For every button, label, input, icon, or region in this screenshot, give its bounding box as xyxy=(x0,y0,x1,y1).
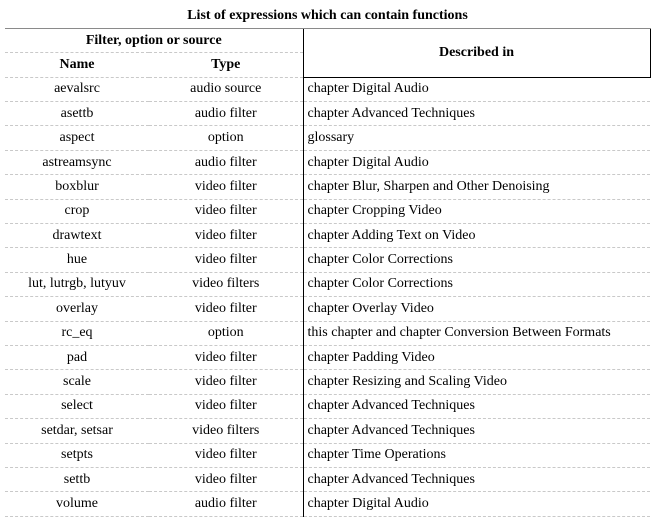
desc-cell: chapter Color Corrections xyxy=(302,247,651,273)
type-cell: video filter xyxy=(149,174,303,200)
desc-cell: chapter Advanced Techniques xyxy=(302,467,651,493)
group-header: Filter, option or source xyxy=(5,28,303,54)
type-cell: video filter xyxy=(149,443,303,468)
desc-cell: chapter Padding Video xyxy=(302,345,651,371)
desc-cell: chapter Overlay Video xyxy=(302,296,651,322)
desc-cell: chapter Cropping Video xyxy=(302,199,651,225)
name-cell: lut, lutrgb, lutyuv xyxy=(5,272,149,298)
desc-cell: chapter Digital Audio xyxy=(302,150,651,176)
table-title-row: List of expressions which can contain fu… xyxy=(5,4,651,29)
type-cell: video filter xyxy=(149,296,303,322)
name-cell: setdar, setsar xyxy=(5,418,149,444)
desc-cell: chapter Blur, Sharpen and Other Denoisin… xyxy=(302,174,651,200)
table-row: settb video filter chapter Advanced Tech… xyxy=(5,467,651,493)
name-cell: asettb xyxy=(5,101,149,127)
name-cell: setpts xyxy=(5,443,149,468)
table-row: overlay video filter chapter Overlay Vid… xyxy=(5,296,651,322)
desc-cell: this chapter and chapter Conversion Betw… xyxy=(302,321,651,346)
desc-cell: chapter Time Operations xyxy=(302,443,651,468)
type-cell: video filter xyxy=(149,394,303,420)
type-cell: video filter xyxy=(149,199,303,225)
name-cell: hue xyxy=(5,247,149,273)
name-header: Name xyxy=(5,52,149,78)
table-row: astreamsync audio filter chapter Digital… xyxy=(5,150,651,176)
table-row: hue video filter chapter Color Correctio… xyxy=(5,247,651,273)
name-cell: volume xyxy=(5,491,149,517)
desc-cell: chapter Advanced Techniques xyxy=(302,418,651,444)
type-cell: option xyxy=(149,125,303,151)
type-header: Type xyxy=(149,52,303,78)
table-row: aspect option glossary xyxy=(5,125,651,151)
name-cell: crop xyxy=(5,199,149,225)
name-cell: scale xyxy=(5,369,149,395)
table-row: boxblur video filter chapter Blur, Sharp… xyxy=(5,174,651,200)
desc-cell: chapter Adding Text on Video xyxy=(302,223,651,249)
type-cell: audio filter xyxy=(149,150,303,176)
desc-cell: chapter Resizing and Scaling Video xyxy=(302,369,651,395)
name-cell: settb xyxy=(5,467,149,493)
column-header-row: Name Type xyxy=(5,52,650,78)
table-row: drawtext video filter chapter Adding Tex… xyxy=(5,223,651,249)
table-row: setpts video filter chapter Time Operati… xyxy=(5,443,651,468)
table-row: aevalsrc audio source chapter Digital Au… xyxy=(5,77,651,103)
table-row: select video filter chapter Advanced Tec… xyxy=(5,394,651,420)
name-cell: pad xyxy=(5,345,149,371)
type-cell: option xyxy=(149,321,303,346)
type-cell: video filter xyxy=(149,247,303,273)
type-cell: audio filter xyxy=(149,491,303,517)
desc-cell: chapter Digital Audio xyxy=(302,491,651,517)
name-cell: boxblur xyxy=(5,174,149,200)
name-cell: select xyxy=(5,394,149,420)
type-cell: audio source xyxy=(149,77,303,103)
type-cell: video filters xyxy=(149,272,303,298)
desc-cell: chapter Color Corrections xyxy=(302,272,651,298)
expressions-table: List of expressions which can contain fu… xyxy=(5,4,651,517)
desc-cell: glossary xyxy=(302,125,651,151)
table-row: volume audio filter chapter Digital Audi… xyxy=(5,491,651,517)
type-cell: video filter xyxy=(149,223,303,249)
type-cell: video filters xyxy=(149,418,303,444)
table-row: rc_eq option this chapter and chapter Co… xyxy=(5,321,651,346)
table-row: setdar, setsar video filters chapter Adv… xyxy=(5,418,651,444)
desc-cell: chapter Advanced Techniques xyxy=(302,394,651,420)
name-cell: aevalsrc xyxy=(5,77,149,103)
name-cell: astreamsync xyxy=(5,150,149,176)
table-row: pad video filter chapter Padding Video xyxy=(5,345,651,371)
desc-cell: chapter Digital Audio xyxy=(302,77,651,103)
desc-cell: chapter Advanced Techniques xyxy=(302,101,651,127)
table-row: lut, lutrgb, lutyuv video filters chapte… xyxy=(5,272,651,298)
type-cell: video filter xyxy=(149,467,303,493)
name-cell: rc_eq xyxy=(5,321,149,346)
described-in-header: Described in xyxy=(302,27,651,78)
table-row: asettb audio filter chapter Advanced Tec… xyxy=(5,101,651,127)
name-cell: drawtext xyxy=(5,223,149,249)
table-row: crop video filter chapter Cropping Video xyxy=(5,199,651,225)
type-cell: audio filter xyxy=(149,101,303,127)
name-cell: aspect xyxy=(5,125,149,151)
table-row: scale video filter chapter Resizing and … xyxy=(5,369,651,395)
table-title: List of expressions which can contain fu… xyxy=(5,4,651,29)
name-cell: overlay xyxy=(5,296,149,322)
group-header-row: Filter, option or source Described in xyxy=(5,27,651,78)
type-cell: video filter xyxy=(149,369,303,395)
type-cell: video filter xyxy=(149,345,303,371)
